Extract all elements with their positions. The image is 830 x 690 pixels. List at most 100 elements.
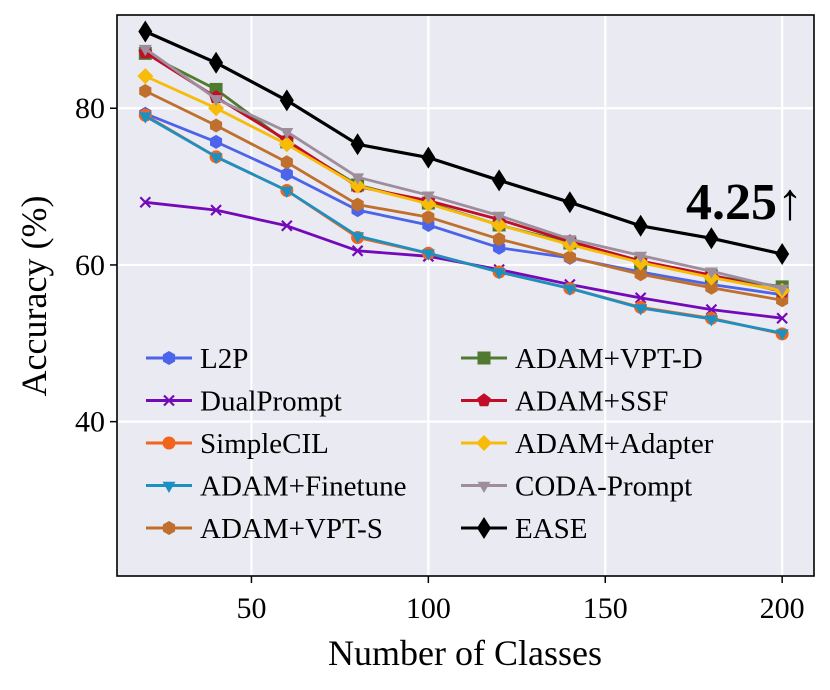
series-line-adam-finetune	[144, 114, 783, 335]
y-tick-label-60: 60	[75, 249, 105, 282]
legend-marker-coda-prompt	[477, 481, 491, 493]
data-point-adam-finetune-160	[634, 304, 648, 316]
data-point-ease-180	[704, 227, 719, 250]
data-point-dualprompt-20	[139, 196, 152, 209]
data-point-ease-120	[492, 169, 507, 192]
data-point-coda-prompt-20	[138, 44, 152, 57]
data-point-coda-prompt-40	[209, 95, 223, 107]
data-point-ease-60	[279, 89, 294, 112]
legend-label-adam-ssf: ADAM+SSF	[515, 386, 668, 418]
legend-label-dualprompt: DualPrompt	[200, 386, 342, 418]
data-point-adam-vpt-s-120	[493, 232, 506, 247]
series-adam-finetune	[138, 112, 789, 341]
data-point-coda-prompt-200	[775, 284, 789, 296]
series-line-adam-adapter	[144, 74, 783, 293]
data-point-l2p-40	[210, 134, 223, 149]
legend-marker-adam-ssf	[477, 393, 491, 407]
data-point-adam-finetune-180	[704, 315, 718, 327]
data-point-adam-vpt-s-40	[210, 118, 223, 133]
data-point-ease-160	[633, 214, 648, 237]
legend-marker-adam-vpt-s	[162, 521, 176, 535]
legend-marker-adam-finetune	[162, 481, 176, 493]
plot-frame	[116, 14, 815, 577]
data-point-adam-vpt-s-60	[280, 155, 293, 170]
data-point-coda-prompt-180	[704, 267, 718, 279]
legend-item-ease: EASE	[461, 513, 588, 545]
legend-marker-adam-vpt-d	[477, 351, 491, 365]
series-ease	[138, 20, 790, 265]
x-tick-label-150: 150	[583, 592, 628, 625]
data-point-adam-adapter-40	[208, 100, 225, 117]
series-line-coda-prompt	[144, 47, 783, 290]
data-point-adam-vpt-s-180	[705, 280, 718, 295]
y-tick-label-40: 40	[75, 406, 105, 439]
data-point-coda-prompt-160	[634, 251, 648, 263]
legend-label-coda-prompt: CODA-Prompt	[515, 471, 692, 503]
data-point-coda-prompt-140	[563, 235, 577, 247]
legend-label-l2p: L2P	[200, 343, 248, 375]
data-point-adam-vpt-s-20	[139, 84, 152, 98]
legend-label-adam-vpt-s: ADAM+VPT-S	[200, 513, 383, 545]
x-tick-label-50: 50	[236, 592, 266, 625]
data-point-adam-finetune-100	[421, 249, 435, 261]
data-point-adam-vpt-s-80	[351, 197, 364, 212]
legend-label-simplecil: SimpleCIL	[200, 428, 329, 460]
legend-marker-simplecil	[162, 436, 176, 450]
y-tick-label-80: 80	[75, 92, 105, 125]
data-point-adam-finetune-120	[492, 268, 506, 280]
data-point-ease-40	[209, 51, 224, 74]
data-point-ease-140	[562, 191, 577, 214]
data-point-adam-finetune-140	[563, 284, 577, 296]
data-point-dualprompt-200	[776, 312, 788, 324]
data-point-dualprompt-80	[351, 245, 364, 257]
data-point-adam-finetune-80	[351, 232, 365, 244]
grid-lines	[117, 15, 814, 576]
series-line-ease	[144, 30, 783, 256]
data-point-adam-adapter-20	[137, 68, 154, 85]
data-point-adam-adapter-80	[349, 177, 366, 194]
legend-item-adam-finetune: ADAM+Finetune	[146, 471, 406, 503]
data-point-dualprompt-40	[210, 204, 222, 216]
data-point-ease-200	[775, 242, 790, 265]
legend-item-adam-ssf: ADAM+SSF	[461, 386, 668, 418]
series-line-l2p	[144, 112, 783, 297]
data-point-adam-finetune-60	[280, 186, 294, 198]
y-axis-title: Accuracy (%)	[14, 196, 54, 397]
data-point-coda-prompt-100	[421, 191, 435, 203]
x-axis-title: Number of Classes	[328, 633, 602, 673]
axis-ticks: 50 100 150 200 40 60 80	[75, 92, 805, 625]
legend-label-adam-adapter: ADAM+Adapter	[515, 428, 714, 460]
data-point-ease-100	[421, 146, 436, 169]
data-point-l2p-60	[280, 167, 293, 182]
series-layer	[137, 20, 791, 341]
series-adam-vpt-s	[139, 84, 789, 308]
legend-marker-adam-adapter	[476, 435, 492, 451]
legend-marker-dualprompt	[163, 394, 175, 407]
data-point-coda-prompt-60	[280, 128, 294, 140]
legend-item-dualprompt: DualPrompt	[146, 386, 342, 418]
data-point-adam-adapter-100	[420, 195, 437, 212]
series-line-adam-vpt-s	[144, 89, 783, 302]
data-point-adam-vpt-s-100	[422, 210, 435, 225]
x-tick-label-100: 100	[406, 592, 451, 625]
data-point-adam-vpt-s-140	[563, 250, 576, 265]
data-point-adam-finetune-40	[209, 153, 223, 165]
data-point-adam-finetune-200	[775, 329, 789, 341]
legend-item-simplecil: SimpleCIL	[146, 428, 329, 460]
data-point-coda-prompt-120	[492, 211, 506, 224]
series-line-adam-ssf	[144, 51, 783, 293]
data-point-adam-finetune-20	[138, 112, 152, 124]
data-point-dualprompt-60	[281, 219, 293, 232]
data-point-adam-adapter-120	[491, 216, 508, 233]
data-point-ease-80	[350, 133, 365, 156]
data-point-adam-adapter-60	[278, 136, 295, 153]
x-tick-label-200: 200	[760, 592, 805, 625]
data-point-dualprompt-160	[634, 292, 647, 304]
legend-label-adam-vpt-d: ADAM+VPT-D	[515, 343, 703, 375]
legend-label-ease: EASE	[515, 513, 588, 545]
legend-marker-ease	[477, 517, 491, 539]
legend-label-adam-finetune: ADAM+Finetune	[200, 471, 406, 503]
legend-item-coda-prompt: CODA-Prompt	[461, 471, 692, 503]
legend: L2P DualPrompt SimpleCIL ADAM+Finetune ADAM+…	[146, 343, 714, 545]
